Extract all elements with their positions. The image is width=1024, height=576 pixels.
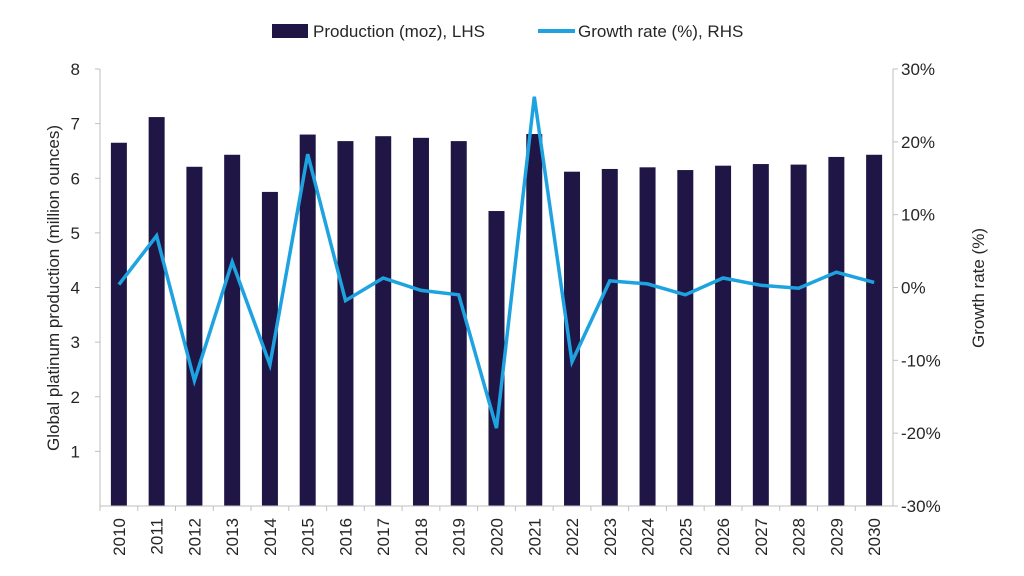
legend-label-production: Production (moz), LHS xyxy=(313,22,485,41)
right-tick-label: -20% xyxy=(901,424,941,443)
left-tick-label: 5 xyxy=(71,224,80,243)
bar-2023 xyxy=(601,168,618,506)
x-tick-label: 2028 xyxy=(790,518,809,556)
bar-2011 xyxy=(148,117,165,506)
x-tick-label: 2029 xyxy=(827,518,846,556)
right-tick-label: 0% xyxy=(901,279,926,298)
left-axis-title: Global platinum production (million ounc… xyxy=(44,125,63,451)
x-axis-ticks: 2010 2011 2012 2013 2014 2015 2016 2017 2018 2019… xyxy=(99,506,884,556)
bar-2019 xyxy=(450,141,467,507)
bar-2013 xyxy=(224,154,241,507)
bar-2026 xyxy=(715,165,732,506)
right-tick-label: 10% xyxy=(901,206,935,225)
bar-2030 xyxy=(866,154,883,507)
x-tick-label: 2018 xyxy=(412,518,431,556)
line-series xyxy=(117,96,875,429)
bar-2020 xyxy=(488,211,505,506)
x-tick-label: 2027 xyxy=(752,518,771,556)
bar-series xyxy=(110,117,883,507)
x-tick-label: 2024 xyxy=(639,518,658,556)
right-tick-label: 20% xyxy=(901,133,935,152)
left-tick-label: 7 xyxy=(71,115,80,134)
bar-2024 xyxy=(639,167,656,506)
right-tick-label: -10% xyxy=(901,351,941,370)
left-axis-ticks: 1 2 3 4 5 6 7 8 xyxy=(71,60,100,461)
right-axis-ticks: -30% -20% -10% 0% 10% 20% 30% xyxy=(893,60,941,516)
x-tick-label: 2020 xyxy=(488,518,507,556)
bar-2017 xyxy=(375,136,392,506)
bar-2025 xyxy=(677,170,694,506)
x-tick-label: 2030 xyxy=(865,518,884,556)
left-tick-label: 1 xyxy=(71,442,80,461)
right-axis-title: Growth rate (%) xyxy=(969,228,988,348)
left-tick-label: 4 xyxy=(71,279,80,298)
x-tick-label: 2016 xyxy=(336,518,355,556)
x-tick-label: 2014 xyxy=(261,518,280,556)
x-tick-label: 2017 xyxy=(374,518,393,556)
legend-swatch-production xyxy=(272,24,308,38)
bar-2015 xyxy=(299,134,316,507)
right-tick-label: -30% xyxy=(901,497,941,516)
bar-2022 xyxy=(564,171,581,506)
bar-2016 xyxy=(337,141,354,507)
x-tick-label: 2012 xyxy=(185,518,204,556)
bar-2010 xyxy=(110,142,127,506)
x-tick-label: 2026 xyxy=(714,518,733,556)
left-tick-label: 8 xyxy=(71,60,80,79)
left-tick-label: 6 xyxy=(71,169,80,188)
bar-2028 xyxy=(790,164,807,506)
bar-2014 xyxy=(261,191,278,506)
x-tick-label: 2022 xyxy=(563,518,582,556)
left-tick-label: 3 xyxy=(71,333,80,352)
bar-2029 xyxy=(828,156,845,507)
x-tick-label: 2015 xyxy=(299,518,318,556)
bar-2018 xyxy=(412,137,429,506)
x-tick-label: 2019 xyxy=(450,518,469,556)
left-tick-label: 2 xyxy=(71,388,80,407)
right-tick-label: 30% xyxy=(901,60,935,79)
bar-2027 xyxy=(752,164,769,507)
x-tick-label: 2021 xyxy=(525,518,544,556)
legend: Production (moz), LHS Growth rate (%), RH… xyxy=(272,22,743,41)
x-tick-label: 2023 xyxy=(601,518,620,556)
x-tick-label: 2013 xyxy=(223,518,242,556)
bar-2021 xyxy=(526,134,543,506)
legend-label-growth: Growth rate (%), RHS xyxy=(578,22,743,41)
x-tick-label: 2025 xyxy=(676,518,695,556)
bar-2012 xyxy=(186,166,203,506)
x-tick-label: 2011 xyxy=(148,518,167,555)
x-tick-label: 2010 xyxy=(110,518,129,556)
